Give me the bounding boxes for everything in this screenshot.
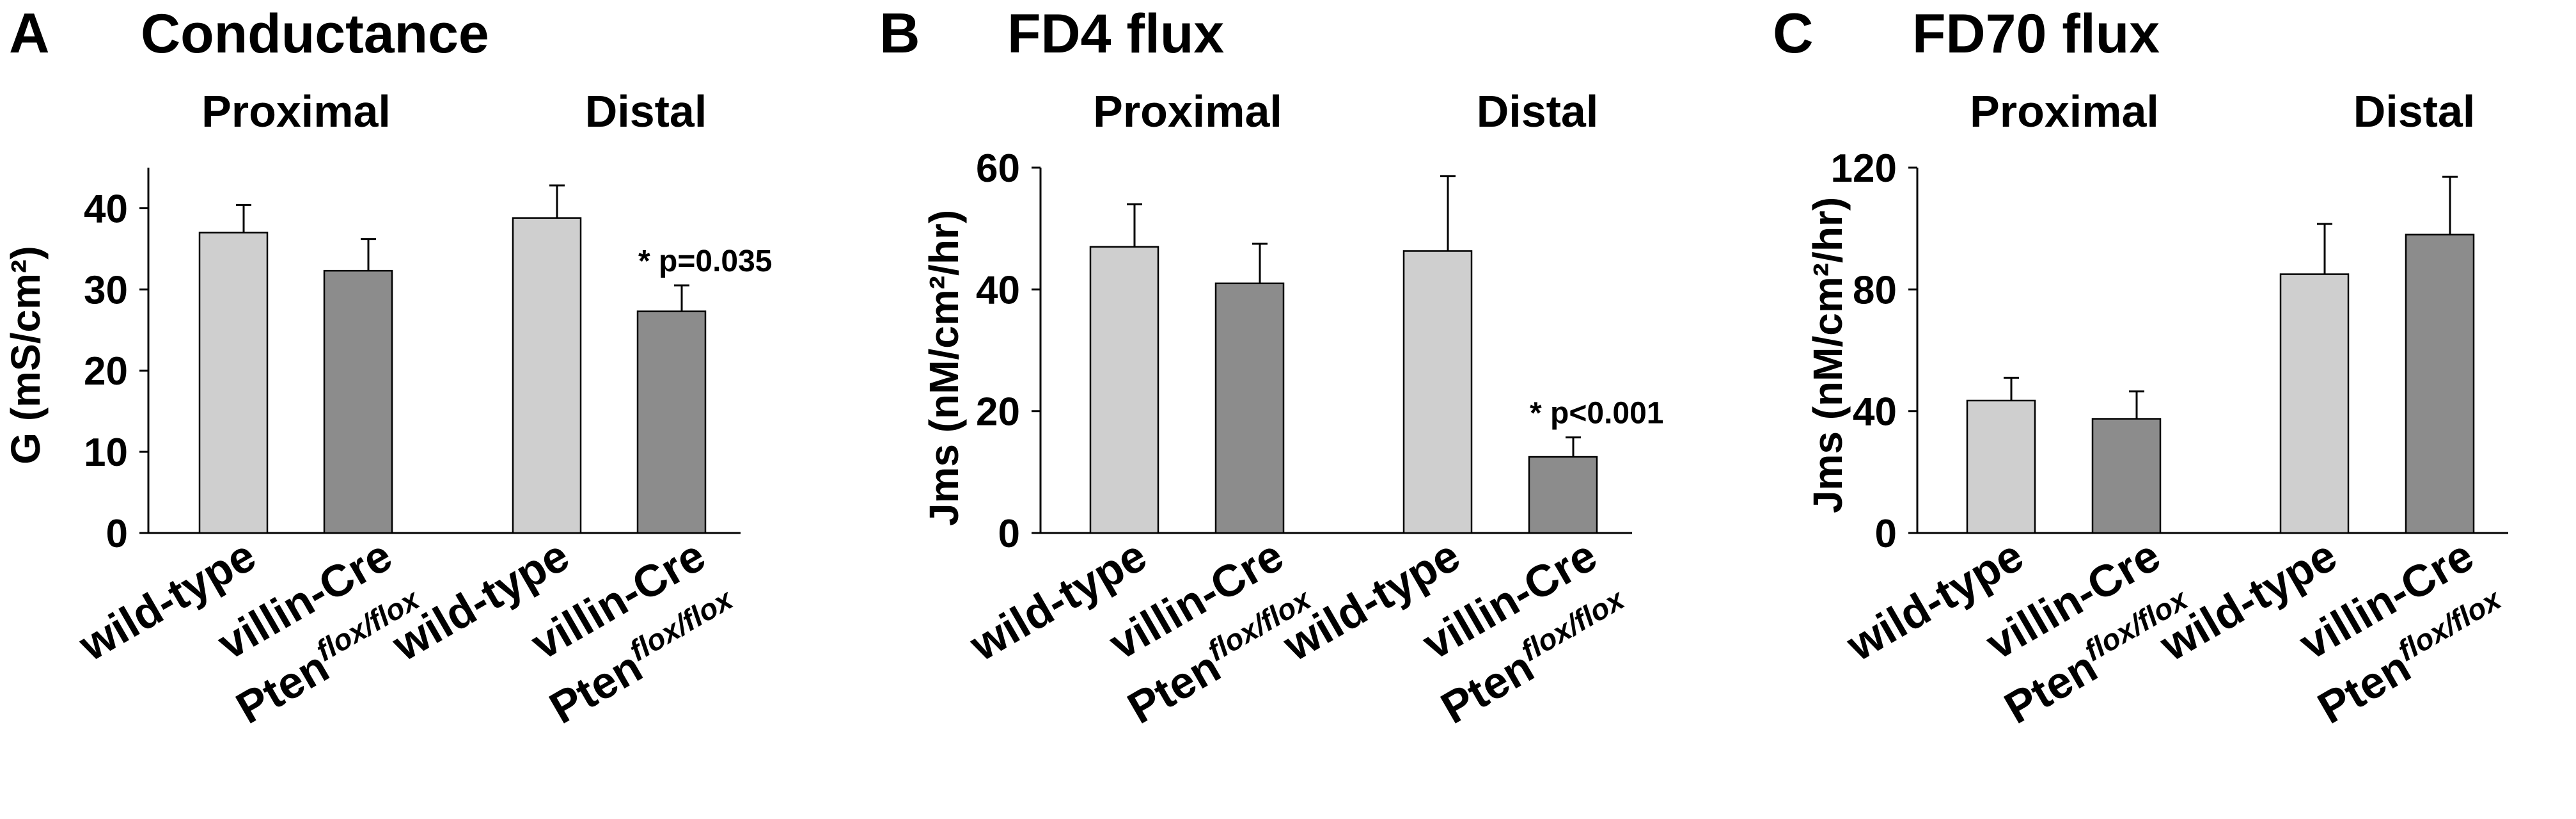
panel-b-y-tick-label: 60 (976, 147, 1020, 191)
panel-c-y-tick-label: 0 (1875, 512, 1897, 556)
panel-a-y-axis-label: G (mS/cm²) (3, 246, 49, 464)
panel-a: A Conductance Proximal Distal G (mS/cm²)… (3, 1, 772, 733)
panel-c-plot: 04080120wild-typevillin-CrePtenflox/flox… (1831, 147, 2508, 733)
panel-c: C FD70 flux Proximal Distal Jms (nM/cm²/… (1773, 1, 2508, 733)
panel-a-bar (198, 232, 269, 534)
panel-a-group-proximal: Proximal (201, 86, 391, 136)
panel-c-group-proximal: Proximal (1970, 86, 2159, 136)
panel-a-y-tick-label: 30 (84, 268, 128, 312)
panel-c-y-tick-label: 40 (1853, 390, 1897, 434)
panel-c-bar (2279, 273, 2350, 534)
panel-b: B FD4 flux Proximal Distal Jms (nM/cm²/h… (879, 1, 1663, 733)
panel-c-group-distal: Distal (2353, 86, 2476, 136)
panel-c-bar (2091, 418, 2162, 534)
panel-c-bar (1966, 399, 2036, 534)
panel-a-y-tick-label: 20 (84, 349, 128, 394)
panel-a-bar (323, 269, 393, 534)
panel-c-y-tick-label: 80 (1853, 268, 1897, 312)
panel-c-letter: C (1773, 1, 1814, 65)
panel-a-group-distal: Distal (585, 86, 707, 136)
panel-b-group-distal: Distal (1477, 86, 1599, 136)
panel-b-letter: B (879, 1, 920, 65)
panel-c-bar (2405, 234, 2475, 534)
panel-c-y-axis-label: Jms (nM/cm²/hr) (1805, 197, 1851, 513)
panel-b-group-proximal: Proximal (1093, 86, 1282, 136)
panel-b-y-tick-label: 40 (976, 268, 1020, 312)
panel-a-y-tick-label: 10 (84, 431, 128, 475)
panel-b-bar (1528, 456, 1598, 534)
panel-b-title: FD4 flux (1007, 3, 1224, 65)
panel-a-title: Conductance (141, 3, 489, 65)
panel-b-bar (1089, 246, 1159, 534)
panel-a-y-tick-label: 0 (106, 512, 128, 556)
panel-a-significance-label: * p=0.035 (638, 244, 772, 278)
panel-a-y-tick-label: 40 (84, 187, 128, 231)
panel-b-bar (1402, 250, 1473, 534)
panel-a-bar (636, 310, 707, 534)
panel-b-bar (1214, 282, 1285, 534)
panel-a-bar (512, 217, 582, 534)
panel-a-letter: A (9, 1, 50, 65)
panel-b-y-tick-label: 0 (998, 512, 1020, 556)
panel-b-y-axis-label: Jms (nM/cm²/hr) (921, 210, 967, 526)
panel-c-y-tick-label: 120 (1831, 147, 1897, 191)
panel-b-significance-label: * p<0.001 (1530, 397, 1663, 431)
panel-b-y-tick-label: 20 (976, 390, 1020, 434)
panel-c-title: FD70 flux (1912, 3, 2160, 65)
